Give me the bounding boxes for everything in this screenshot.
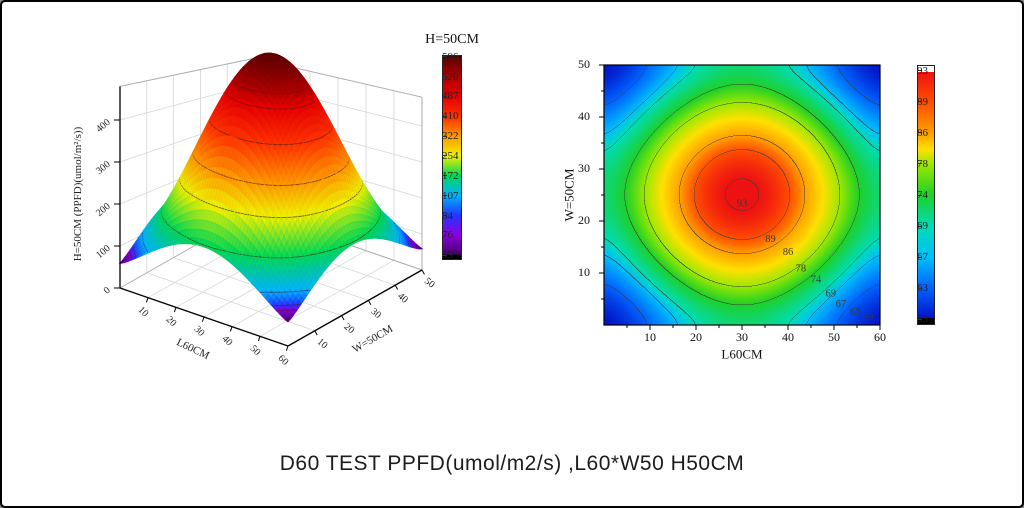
- colorbar-tick: [917, 225, 922, 227]
- colorbar-tick: [917, 163, 922, 165]
- colorbar-tick: [917, 101, 922, 103]
- colorbar-tick: [442, 155, 447, 157]
- colorbar-tick: [442, 95, 447, 97]
- colorbar-tick-label: 67: [917, 251, 928, 263]
- colorbar-tick-label: 63: [917, 282, 928, 294]
- surface-colorbar: [442, 55, 462, 260]
- colorbar-tick: [442, 175, 447, 177]
- colorbar-tick-label: 59: [442, 249, 453, 262]
- colorbar-tick: [442, 76, 447, 77]
- colorbar-tick: [442, 215, 447, 217]
- colorbar-tick-label: 93: [917, 64, 928, 77]
- colorbar-tick: [917, 132, 922, 134]
- colorbar-tick: [442, 56, 447, 58]
- colorbar-tick-label: 74: [917, 189, 928, 201]
- colorbar-tick: [917, 318, 922, 320]
- colorbar-tick-label: 322: [442, 130, 459, 143]
- colorbar-tick-label: 107: [442, 189, 459, 202]
- colorbar-title: H=50CM: [425, 32, 479, 47]
- colorbar-tick-label: 59: [917, 313, 928, 326]
- colorbar-tick: [917, 70, 922, 72]
- colorbar-tick-label: 78: [917, 157, 928, 170]
- contour-plot-canvas: [542, 2, 1022, 402]
- colorbar-tick-label: 596: [442, 50, 459, 63]
- colorbar-tick-label: 69: [917, 220, 928, 232]
- colorbar-tick-label: 89: [917, 95, 928, 108]
- colorbar-tick-label: 84: [442, 209, 453, 222]
- colorbar-tick-label: 86: [917, 126, 928, 139]
- colorbar-tick-label: 487: [442, 90, 459, 103]
- colorbar-tick: [917, 256, 922, 258]
- figure-title: D60 TEST PPFD(umol/m2/s) ,L60*W50 H50CM: [279, 452, 745, 475]
- colorbar-tick: [442, 195, 447, 197]
- colorbar-tick-label: 410: [442, 110, 459, 123]
- colorbar-tick: [442, 115, 447, 117]
- colorbar-tick-label: 76: [442, 229, 453, 242]
- colorbar-tick: [442, 135, 447, 137]
- colorbar-tick-label: 172: [442, 169, 459, 182]
- colorbar-tick: [442, 254, 447, 256]
- colorbar-tick-label: 520: [442, 70, 459, 83]
- colorbar-tick-label: 254: [442, 149, 459, 162]
- colorbar-tick: [442, 234, 447, 236]
- colorbar-tick: [917, 194, 922, 196]
- colorbar-tick: [917, 287, 922, 289]
